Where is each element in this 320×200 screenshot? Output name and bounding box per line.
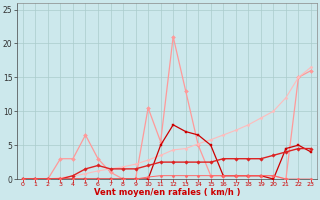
- X-axis label: Vent moyen/en rafales ( km/h ): Vent moyen/en rafales ( km/h ): [94, 188, 240, 197]
